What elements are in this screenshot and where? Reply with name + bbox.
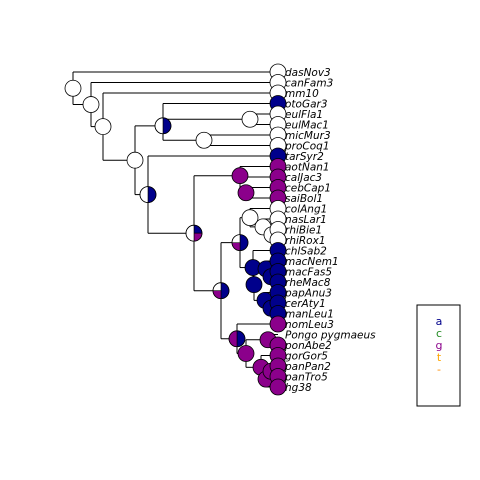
node-pie-n_hominoidea-slice-a bbox=[236, 330, 246, 348]
legend-entry-c: c bbox=[436, 327, 442, 340]
node-pie-n_anthropoidea-outline bbox=[185, 224, 203, 242]
node-pie-n_macaca_papio-slice-a bbox=[245, 276, 263, 294]
tip-label-panPan2: panPan2 bbox=[284, 361, 331, 373]
node-pie-n_strepsirrhini-slice-a bbox=[162, 117, 172, 135]
node-pie-n_strepsirrhini-slice-unknown bbox=[154, 117, 164, 135]
tip-label-gorGor5: gorGor5 bbox=[285, 351, 328, 363]
tip-label-ponPyg: Pongo pygmaeus bbox=[285, 330, 376, 342]
node-pie-n_hominidae-slice-g bbox=[237, 345, 255, 362]
tip-label-chlSab2: chlSab2 bbox=[285, 246, 327, 258]
node-pie-n_mm10_plus bbox=[94, 118, 112, 136]
tip-node-pies bbox=[269, 63, 287, 396]
node-pie-n_cheirogaleid bbox=[195, 131, 213, 149]
tip-label-rhiRox1: rhiRox1 bbox=[285, 235, 326, 247]
tip-label-dasNov3: dasNov3 bbox=[285, 67, 331, 79]
node-pie-n_hominoidea-slice-g bbox=[228, 330, 238, 348]
node-pie-n_cercopithecidae-outline bbox=[231, 234, 249, 252]
node-pie-n_catarrhini bbox=[212, 282, 230, 300]
legend-entry-a: a bbox=[436, 315, 443, 328]
node-pie-n_haplorhini bbox=[139, 186, 157, 203]
tip-label-saiBol1: saiBol1 bbox=[285, 193, 323, 205]
tip-pie-nomLeu3-slice-g bbox=[269, 315, 287, 333]
node-pie-root bbox=[64, 79, 82, 97]
tip-label-panTro5: panTro5 bbox=[284, 372, 328, 384]
tip-label-calJac3: calJac3 bbox=[285, 172, 322, 184]
node-pie-n_strepsirrhini-outline bbox=[154, 117, 172, 135]
legend-box bbox=[416, 304, 461, 407]
node-pie-n_hominoidea-outline bbox=[228, 330, 246, 348]
node-pie-n_platyrrhini bbox=[231, 167, 249, 185]
node-pie-n_catarrhini-outline bbox=[212, 282, 230, 300]
node-pie-n_cebus_saimiri bbox=[237, 184, 255, 202]
tip-label-aotNan1: aotNan1 bbox=[285, 162, 330, 174]
tip-label-nomLeu3: nomLeu3 bbox=[285, 319, 334, 331]
tip-label-micMur3: micMur3 bbox=[285, 130, 331, 142]
legend-entry-g: g bbox=[436, 339, 443, 352]
node-pie-n_mm10_plus-slice-unknown bbox=[94, 118, 112, 136]
tip-label-papAnu3: papAnu3 bbox=[284, 288, 332, 300]
tip-label-macFas5: macFas5 bbox=[285, 267, 332, 279]
node-pie-n_macaca_papio bbox=[245, 276, 263, 294]
tip-label-cebCap1: cebCap1 bbox=[285, 183, 331, 195]
node-pie-n_anthropoidea-slice-unknown bbox=[185, 224, 195, 242]
tip-pie-hg38 bbox=[269, 378, 287, 396]
tip-label-canFam3: canFam3 bbox=[285, 78, 333, 90]
node-pie-n_colobinae bbox=[241, 209, 259, 227]
node-pie-n_cebus_saimiri-slice-g bbox=[237, 184, 255, 202]
tip-label-proCoq1: proCoq1 bbox=[284, 141, 330, 153]
node-pie-n_cercopithecidae-slice-a bbox=[239, 234, 249, 251]
tip-label-tarSyr2: tarSyr2 bbox=[285, 151, 324, 163]
node-pie-n_canfam_plus-slice-unknown bbox=[82, 96, 100, 113]
tip-label-otoGar3: otoGar3 bbox=[285, 99, 328, 111]
node-pie-n_canfam_plus bbox=[82, 96, 100, 113]
tip-label-mm10: mm10 bbox=[285, 88, 319, 100]
tip-label-cerAty1: cerAty1 bbox=[285, 298, 326, 310]
node-pie-root-slice-unknown bbox=[64, 79, 82, 97]
tip-label-eulMac1: eulMac1 bbox=[285, 120, 329, 132]
tip-label-rhiBie1: rhiBie1 bbox=[285, 225, 322, 237]
tip-label-nasLar1: nasLar1 bbox=[285, 214, 327, 226]
node-pie-n_haplorhini-slice-a bbox=[147, 186, 157, 203]
node-pie-n_hominidae bbox=[237, 345, 255, 362]
node-pie-n_primates bbox=[126, 151, 144, 169]
legend-entry-unknown: - bbox=[437, 363, 441, 376]
tip-label-macNem1: macNem1 bbox=[285, 256, 339, 268]
internal-node-pies bbox=[64, 79, 281, 388]
node-pie-n_cheirogaleid-slice-unknown bbox=[195, 131, 213, 149]
tip-label-manLeu1: manLeu1 bbox=[285, 309, 334, 321]
tip-pie-nomLeu3 bbox=[269, 315, 287, 333]
node-pie-n_eulemur bbox=[241, 110, 259, 128]
tip-label-ponAbe2: ponAbe2 bbox=[284, 340, 332, 352]
node-pie-n_strepsirrhini bbox=[154, 117, 172, 135]
node-pie-n_haplorhini-outline bbox=[139, 186, 157, 203]
node-pie-n_primates-slice-unknown bbox=[126, 151, 144, 169]
node-pie-n_catarrhini-slice-a bbox=[220, 282, 230, 299]
node-pie-n_platyrrhini-slice-g bbox=[231, 167, 249, 185]
node-pie-n_anthropoidea bbox=[185, 224, 203, 242]
tip-pie-hg38-slice-g bbox=[269, 378, 287, 396]
node-pie-n_eulemur-slice-unknown bbox=[241, 110, 259, 128]
node-pie-n_colobinae-slice-unknown bbox=[241, 209, 259, 227]
tip-label-hg38: hg38 bbox=[285, 382, 312, 394]
tip-label-eulFla1: eulFla1 bbox=[285, 109, 323, 121]
node-pie-n_hominoidea bbox=[228, 330, 246, 348]
node-pie-n_haplorhini-slice-unknown bbox=[139, 186, 149, 203]
tip-label-rheMac8: rheMac8 bbox=[285, 277, 331, 289]
tip-labels: dasNov3canFam3mm10otoGar3eulFla1eulMac1m… bbox=[284, 67, 376, 394]
tip-label-colAng1: colAng1 bbox=[285, 204, 327, 216]
legend-entry-t: t bbox=[437, 351, 442, 364]
node-pie-n_cercopithecidae bbox=[231, 234, 249, 252]
